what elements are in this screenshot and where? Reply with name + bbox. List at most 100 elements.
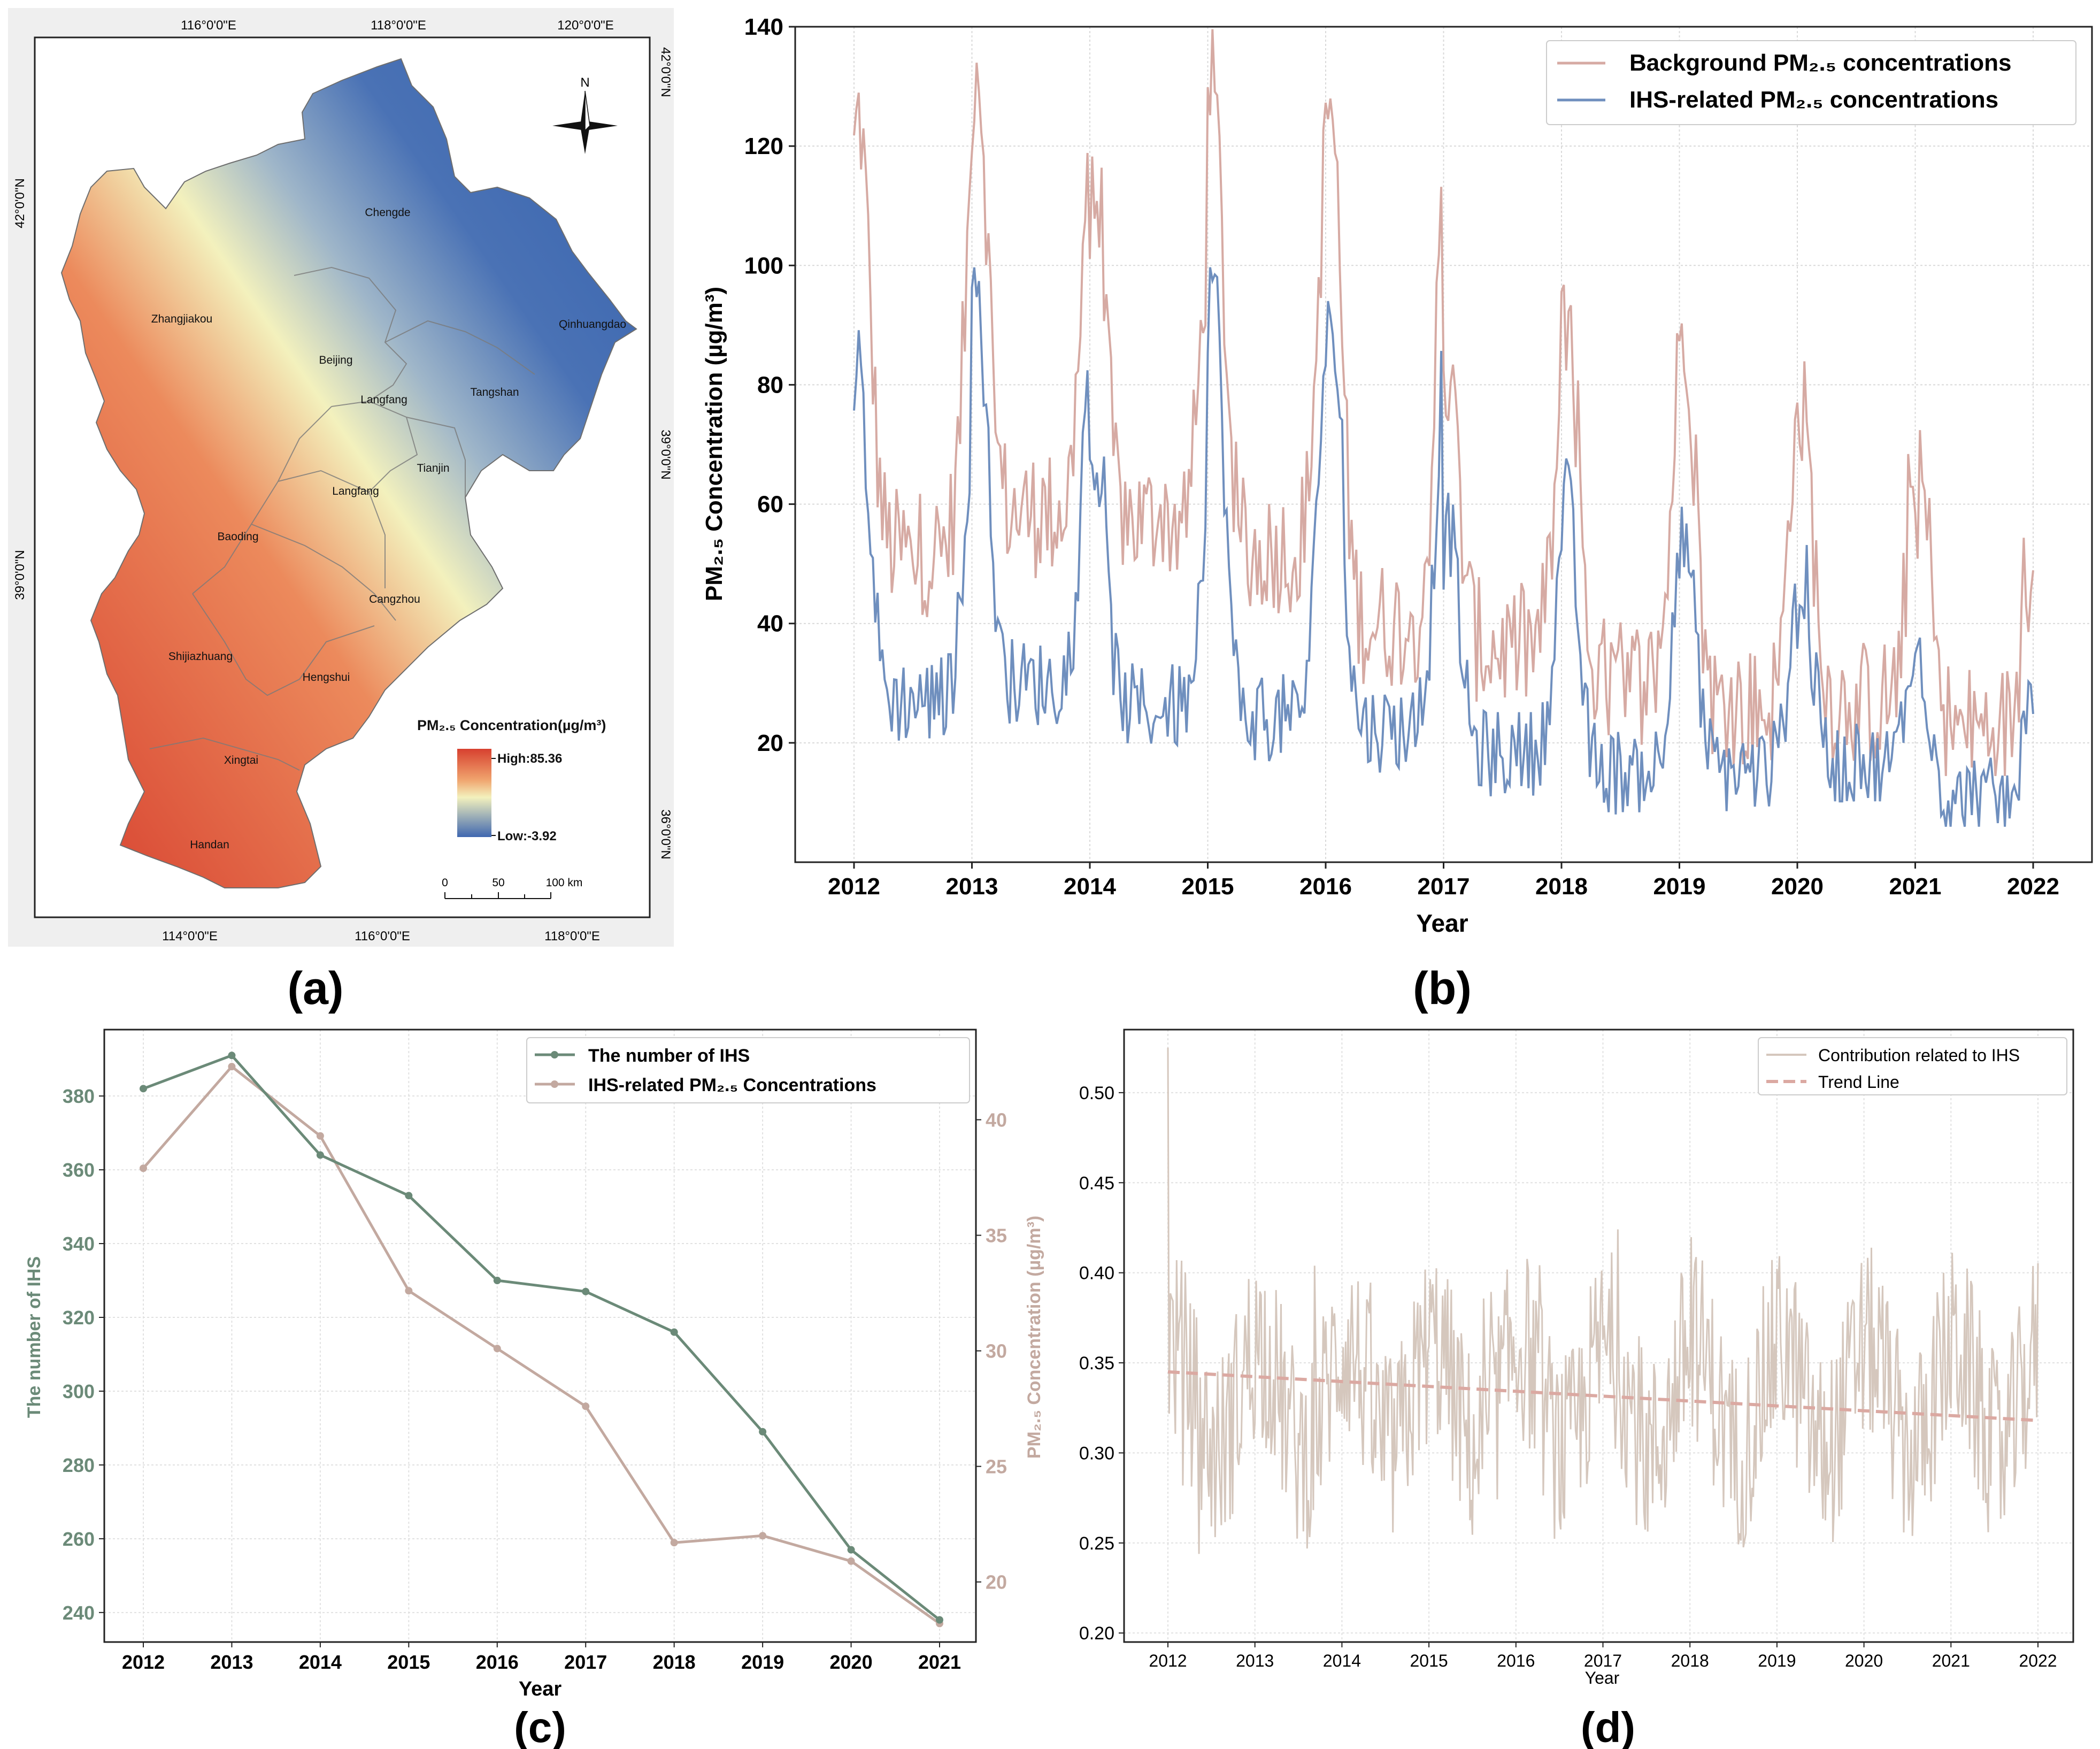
y-tick-label: 0.20 bbox=[1079, 1623, 1114, 1644]
contribution-line bbox=[1167, 1047, 2039, 1554]
colorbar-low-label: Low:-3.92 bbox=[497, 829, 557, 843]
map-top-lon-tick: 120°0'0"E bbox=[557, 18, 613, 33]
chart-c-grid bbox=[104, 1030, 976, 1642]
ihs-count-point bbox=[670, 1328, 678, 1336]
x-tick-label: 2021 bbox=[918, 1651, 961, 1673]
map-bottom-lon-tick: 114°0'0"E bbox=[162, 929, 218, 943]
chart-c-left-ylabel: The number of IHS bbox=[24, 1256, 44, 1418]
chart-b-y-ticks: 20 40 60 80 100 120 140 bbox=[744, 14, 795, 756]
left-tick-label: 280 bbox=[63, 1454, 95, 1476]
city-label: Baoding bbox=[217, 531, 258, 543]
chart-d-xlabel: Year bbox=[1585, 1668, 1620, 1687]
y-tick-label: 60 bbox=[757, 492, 783, 518]
chart-c-x-ticks: 2012 2013 2014 2015 2016 2017 2018 2019 2020 2021 bbox=[122, 1642, 961, 1673]
chart-d: 0.200.250.300.350.400.450.50 2012 2013 201… bbox=[1079, 1029, 2074, 1687]
chart-c-right-ticks: 20 25 30 35 40 bbox=[976, 1109, 1007, 1593]
x-tick-label: 2013 bbox=[1236, 1651, 1274, 1670]
x-tick-label: 2012 bbox=[122, 1651, 165, 1673]
ihs-count-point bbox=[405, 1192, 413, 1200]
x-tick-label: 2017 bbox=[564, 1651, 607, 1673]
ihs-pm25-point bbox=[316, 1132, 324, 1140]
scale-bar: 0 50 100 km bbox=[442, 877, 582, 899]
city-label: Shijiazhuang bbox=[168, 650, 233, 663]
right-tick-label: 40 bbox=[986, 1109, 1007, 1131]
panel-label-b: (b) bbox=[1413, 963, 1472, 1014]
left-tick-label: 340 bbox=[63, 1233, 95, 1255]
x-tick-label: 2021 bbox=[1889, 873, 1942, 900]
background-pm25-line bbox=[853, 29, 2034, 776]
y-tick-label: 140 bbox=[744, 14, 783, 40]
y-tick-label: 120 bbox=[744, 133, 783, 159]
y-tick-label: 0.25 bbox=[1079, 1533, 1114, 1554]
chart-d-frame bbox=[1123, 1029, 2074, 1643]
city-labels: Chengde Zhangjiakou Qinhuangdao Beijing … bbox=[151, 206, 626, 851]
x-tick-label: 2015 bbox=[387, 1651, 430, 1673]
city-label: Zhangjiakou bbox=[151, 313, 212, 325]
city-label: Tianjin bbox=[417, 462, 449, 474]
chart-c-left-ticks: 240 260 280 300 320 340 360 380 bbox=[63, 1085, 104, 1624]
chart-c-xlabel: Year bbox=[519, 1678, 562, 1700]
x-tick-label: 2016 bbox=[476, 1651, 519, 1673]
ihs-pm25-line bbox=[142, 1064, 941, 1625]
ihs-pm25-point bbox=[670, 1539, 678, 1547]
chart-d-grid bbox=[1124, 1030, 2073, 1642]
map-graticule-ticks: 116°0'0"E 118°0'0"E 120°0'0"E 114°0'0"E … bbox=[13, 18, 673, 943]
city-label: Hengshui bbox=[303, 671, 350, 684]
x-tick-label: 2012 bbox=[1149, 1651, 1187, 1670]
y-tick-label: 0.40 bbox=[1079, 1263, 1114, 1284]
x-tick-label: 2020 bbox=[1845, 1651, 1883, 1670]
left-tick-label: 360 bbox=[63, 1159, 95, 1181]
y-tick-label: 0.45 bbox=[1079, 1173, 1114, 1193]
left-tick-label: 320 bbox=[63, 1307, 95, 1329]
north-label: N bbox=[580, 75, 589, 90]
x-tick-label: 2021 bbox=[1932, 1651, 1970, 1670]
city-label: Cangzhou bbox=[369, 593, 420, 605]
x-tick-label: 2017 bbox=[1418, 873, 1470, 900]
x-tick-label: 2022 bbox=[2007, 873, 2059, 900]
chart-d-x-ticks: 2012 2013 2014 2015 2016 2017 2018 2019 2020 2021… bbox=[1149, 1642, 2057, 1670]
chart-b-xlabel: Year bbox=[1416, 909, 1468, 937]
ihs-pm25-point bbox=[493, 1345, 501, 1353]
ihs-count-point bbox=[316, 1151, 324, 1159]
ihs-count-point bbox=[228, 1052, 236, 1060]
ihs-pm25-point bbox=[847, 1557, 855, 1565]
right-tick-label: 30 bbox=[986, 1340, 1007, 1362]
y-tick-label: 0.30 bbox=[1079, 1443, 1114, 1463]
legend-label-ihs: IHS-related PM₂.₅ concentrations bbox=[1629, 87, 1998, 113]
chart-b-legend: Background PM₂.₅ concentrations IHS-rela… bbox=[1546, 40, 2076, 125]
ihs-count-point bbox=[582, 1287, 590, 1295]
y-tick-label: 0.50 bbox=[1079, 1083, 1114, 1103]
chart-b-series bbox=[853, 29, 2034, 827]
map-legend-title: PM₂.₅ Concentration(µg/m³) bbox=[417, 717, 606, 733]
chart-b-x-ticks: 2012 2013 2014 2015 2016 2017 2018 2019 2020 2021… bbox=[828, 862, 2059, 900]
map-left-lat-tick: 39°0'0"N bbox=[13, 550, 27, 600]
chart-d-legend: Contribution related to IHS Trend Line bbox=[1758, 1037, 2067, 1095]
colorbar bbox=[457, 749, 491, 837]
ihs-count-point bbox=[759, 1428, 767, 1436]
ihs-count-line bbox=[143, 1054, 941, 1621]
right-tick-label: 35 bbox=[986, 1225, 1007, 1247]
city-label: Langfang bbox=[360, 394, 407, 406]
x-tick-label: 2013 bbox=[946, 873, 998, 900]
right-tick-label: 20 bbox=[986, 1571, 1007, 1593]
ihs-pm25-point bbox=[140, 1164, 147, 1172]
left-tick-label: 260 bbox=[63, 1528, 95, 1550]
region-shape bbox=[60, 58, 637, 888]
map-right-lat-tick: 39°0'0"N bbox=[658, 429, 673, 479]
left-tick-label: 300 bbox=[63, 1380, 95, 1402]
x-tick-label: 2015 bbox=[1182, 873, 1234, 900]
chart-b-ylabel: PM₂.₅ Concentration (µg/m³) bbox=[701, 287, 727, 601]
map-right-lat-tick: 36°0'0"N bbox=[658, 809, 673, 859]
x-tick-label: 2018 bbox=[1535, 873, 1588, 900]
ihs-count-point bbox=[140, 1085, 147, 1093]
ihs-pm25-line bbox=[853, 267, 2034, 827]
city-label: Beijing bbox=[319, 354, 352, 366]
x-tick-label: 2015 bbox=[1410, 1651, 1448, 1670]
x-tick-label: 2018 bbox=[1671, 1651, 1709, 1670]
scale-label: 0 bbox=[442, 877, 448, 889]
x-tick-label: 2019 bbox=[741, 1651, 784, 1673]
city-label: Chengde bbox=[365, 206, 410, 219]
y-tick-label: 80 bbox=[757, 372, 783, 398]
ihs-pm25-point bbox=[759, 1532, 767, 1540]
